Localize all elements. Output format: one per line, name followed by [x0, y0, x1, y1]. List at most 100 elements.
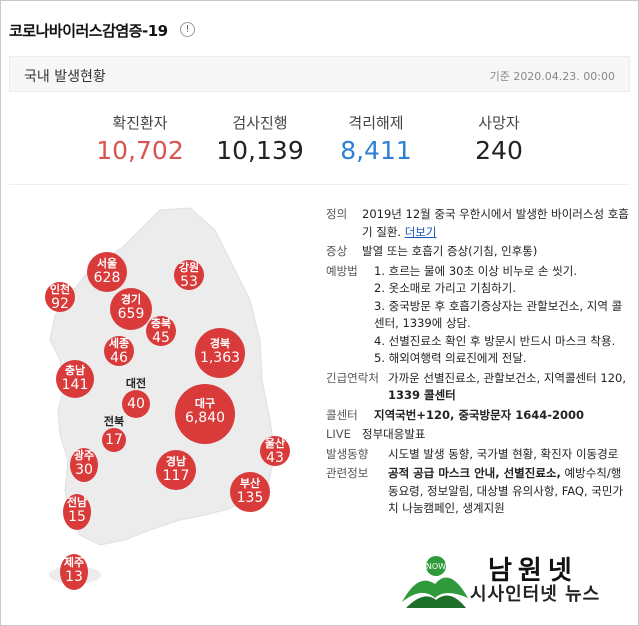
stat-label: 확진환자 [112, 114, 168, 132]
prevention-item: 1. 흐르는 물에 30초 이상 비누로 손 씻기. [374, 263, 577, 278]
region-name: 경북 [209, 337, 231, 350]
korea-map: 서울 628 강원 53 인천 92 경기 659 충북 45 세종 46 경북… [30, 200, 320, 600]
region-name: 광주 [73, 449, 95, 462]
region-name: 전남 [66, 496, 88, 509]
stat-label: 격리해제 [348, 114, 404, 132]
region-count: 628 [93, 270, 121, 286]
region-gwangju[interactable]: 광주 30 [70, 448, 98, 482]
definition-label: 정의 [326, 207, 348, 221]
region-name: 충북 [150, 317, 172, 330]
watermark-sub: 시사인터넷 뉴스 [470, 584, 601, 605]
related-links: 공적 공급 마스크 안내, 선별진료소, 예방수칙/행동요령, 정보알림, 대상… [388, 465, 631, 518]
region-gyeongbuk[interactable]: 경북 1,363 [195, 328, 245, 378]
region-daejeon[interactable]: 40 [122, 390, 150, 418]
region-count: 1,363 [199, 350, 241, 366]
info-row-live: LIVE 정부대응발표 [326, 426, 631, 444]
stat-confirmed: 확진환자 10,702 [70, 112, 210, 166]
live-link[interactable]: 정부대응발표 [362, 427, 426, 441]
related-highlight-links[interactable]: 공적 공급 마스크 안내, 선별진료소, [388, 466, 561, 480]
region-chungbuk[interactable]: 충북 45 [146, 316, 176, 346]
region-count: 46 [110, 350, 128, 366]
prevention-item: 5. 해외여행력 의료진에게 전달. [374, 351, 527, 365]
status-bar: 국내 발생현황 기준 2020.04.23. 00:00 [9, 56, 630, 92]
definition-text: 2019년 12월 중국 우한시에서 발생한 바이러스성 호흡기 질환. [362, 207, 629, 239]
region-count: 659 [117, 306, 145, 322]
stat-value: 10,139 [216, 136, 304, 165]
region-busan[interactable]: 부산 135 [230, 472, 270, 512]
page-title: 코로나바이러스감염증-19 [9, 22, 168, 40]
region-name: 부산 [239, 477, 261, 490]
stat-value: 8,411 [340, 136, 412, 165]
divider [9, 184, 630, 185]
region-count: 13 [65, 569, 83, 585]
region-count: 135 [236, 490, 264, 506]
region-name: 경기 [120, 293, 142, 306]
region-daejeon-label[interactable]: 대전 [122, 375, 150, 409]
watermark-logo: NOW [402, 556, 468, 608]
prevention-item: 3. 중국방문 후 호흡기증상자는 관할보건소, 지역 콜센터, 1339에 상… [374, 298, 623, 331]
region-name: 제주 [63, 556, 85, 569]
region-jeju[interactable]: 제주 13 [60, 554, 88, 590]
region-gangwon[interactable]: 강원 53 [174, 260, 204, 290]
region-count: 45 [152, 330, 170, 346]
info-panel: 정의 2019년 12월 중국 우한시에서 발생한 바이러스성 호흡기 질환. … [326, 206, 631, 520]
emergency-value: 가까운 선별진료소, 관할보건소, 지역콜센터 120, 1339 콜센터 [388, 370, 631, 405]
prevention-item: 4. 선별진료소 확인 후 방문시 반드시 마스크 착용. [374, 333, 616, 348]
region-name: 대전 [125, 377, 147, 390]
region-name: 서울 [96, 257, 118, 270]
stat-label: 검사진행 [232, 114, 288, 132]
region-daegu[interactable]: 대구 6,840 [175, 384, 235, 444]
prevention-item: 2. 옷소매로 가리고 기침하기. [374, 281, 516, 295]
callcenter-text: 지역국번+120, 중국방문자 1644-2000 [374, 407, 585, 422]
stat-value: 240 [475, 136, 523, 165]
region-name: 울산 [264, 437, 286, 450]
region-count: 17 [105, 432, 123, 448]
region-name: 대구 [194, 397, 216, 410]
status-links[interactable]: 시도별 발생 동향, 국가별 현황, 확진자 이동경로 [388, 446, 619, 461]
region-jeonbuk-label[interactable]: 전북 [100, 414, 128, 448]
emergency-hotline[interactable]: 1339 콜센터 [388, 388, 456, 402]
prevention-label: 예방법 [326, 263, 358, 278]
info-row-callcenter: 콜센터 지역국번+120, 중국방문자 1644-2000 [326, 407, 631, 425]
region-jeonbuk[interactable]: 17 [102, 428, 126, 452]
region-count: 40 [127, 396, 145, 412]
region-name: 세종 [108, 337, 130, 350]
more-link[interactable]: 더보기 [404, 224, 437, 239]
region-name: 인천 [49, 283, 71, 296]
region-count: 15 [68, 509, 86, 525]
region-chungnam[interactable]: 충남 141 [56, 360, 94, 398]
related-other-links[interactable]: 예방수칙/행동요령, 정보알림, 대상별 유의사항, FAQ, 국민가치 나눔캠… [388, 466, 624, 515]
info-row-symptom: 증상 발열 또는 호흡기 증상(기침, 인후통) [326, 243, 631, 261]
domestic-status-label: 국내 발생현황 [24, 69, 106, 85]
stat-testing: 검사진행 10,139 [190, 112, 330, 166]
status-label: 발생동향 [326, 446, 369, 461]
info-row-status: 발생동향 시도별 발생 동향, 국가별 현황, 확진자 이동경로 [326, 446, 631, 464]
symptom-text: 발열 또는 호흡기 증상(기침, 인후통) [362, 244, 538, 258]
region-gyeonggi[interactable]: 경기 659 [110, 288, 152, 330]
region-count: 92 [51, 296, 69, 312]
region-gyeongnam[interactable]: 경남 117 [156, 450, 196, 490]
callcenter-label: 콜센터 [326, 407, 358, 422]
info-icon[interactable]: ! [180, 22, 195, 37]
info-row-prevention: 예방법 1. 흐르는 물에 30초 이상 비누로 손 씻기. 2. 옷소매로 가… [326, 263, 631, 368]
region-count: 53 [180, 274, 198, 290]
stat-value: 10,702 [96, 136, 184, 165]
region-count: 6,840 [184, 410, 226, 426]
region-seoul[interactable]: 서울 628 [87, 252, 127, 292]
watermark-badge: NOW [426, 562, 446, 571]
emergency-text: 가까운 선별진료소, 관할보건소, 지역콜센터 120, [388, 370, 626, 385]
region-incheon[interactable]: 인천 92 [45, 282, 75, 312]
prevention-list: 1. 흐르는 물에 30초 이상 비누로 손 씻기. 2. 옷소매로 가리고 기… [374, 263, 631, 368]
region-name: 충남 [64, 364, 86, 377]
symptom-label: 증상 [326, 244, 348, 258]
region-ulsan[interactable]: 울산 43 [260, 436, 290, 466]
definition-value: 2019년 12월 중국 우한시에서 발생한 바이러스성 호흡기 질환. 더보기 [362, 206, 631, 241]
region-jeonnam[interactable]: 전남 15 [63, 494, 91, 530]
region-name: 전북 [103, 415, 125, 428]
region-name: 강원 [178, 261, 200, 274]
region-sejong[interactable]: 세종 46 [104, 336, 134, 366]
stat-label: 사망자 [478, 114, 520, 132]
stat-released: 격리해제 8,411 [306, 112, 446, 166]
watermark: NOW 남원넷 시사인터넷 뉴스 [398, 550, 633, 620]
related-label: 관련정보 [326, 466, 369, 480]
